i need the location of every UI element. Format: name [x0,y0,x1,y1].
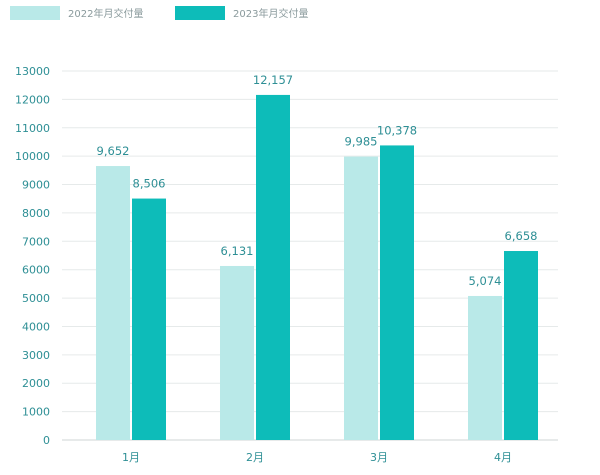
data-label: 6,131 [221,244,254,258]
data-label: 9,652 [97,144,130,158]
y-tick-label: 8000 [22,207,50,220]
legend: 2022年月交付量 2023年月交付量 [10,6,308,20]
legend-swatch-1 [10,6,60,20]
data-label: 5,074 [469,274,502,288]
data-label: 12,157 [253,73,293,87]
bar-1-2月 [220,265,254,440]
y-tick-label: 2000 [22,377,50,390]
y-tick-label: 12000 [15,93,50,106]
y-tick-label: 4000 [22,320,50,333]
y-tick-label: 11000 [15,122,50,135]
bar-2-4月 [504,251,538,440]
legend-swatch-2 [175,6,225,20]
x-tick-label: 2月 [246,451,264,464]
y-tick-label: 10000 [15,150,50,163]
bar-2-3月 [380,145,414,440]
y-tick-label: 13000 [15,65,50,78]
x-tick-label: 4月 [494,451,512,464]
bars [96,94,538,441]
data-label: 6,658 [505,229,538,243]
legend-label-2: 2023年月交付量 [233,7,308,20]
y-tick-label: 7000 [22,235,50,248]
data-label: 9,985 [345,135,378,149]
x-tick-label: 3月 [370,451,388,464]
data-label: 8,506 [133,177,166,191]
x-tick-label: 1月 [122,451,140,464]
y-tick-label: 0 [43,434,50,447]
y-tick-label: 5000 [22,292,50,305]
bar-2-1月 [132,198,166,440]
x-axis: 1月 2月 3月 4月 [122,451,512,464]
bar-1-3月 [344,156,378,440]
bar-1-4月 [468,295,502,440]
legend-label-1: 2022年月交付量 [68,7,143,20]
y-tick-label: 6000 [22,264,50,277]
data-label: 10,378 [377,123,417,137]
y-tick-label: 1000 [22,406,50,419]
y-axis: 0 1000 2000 3000 4000 5000 6000 7000 8000 9000 100… [15,65,50,447]
bar-2-2月 [256,94,290,441]
y-tick-label: 9000 [22,179,50,192]
y-tick-label: 3000 [22,349,50,362]
bar-1-1月 [96,166,130,441]
